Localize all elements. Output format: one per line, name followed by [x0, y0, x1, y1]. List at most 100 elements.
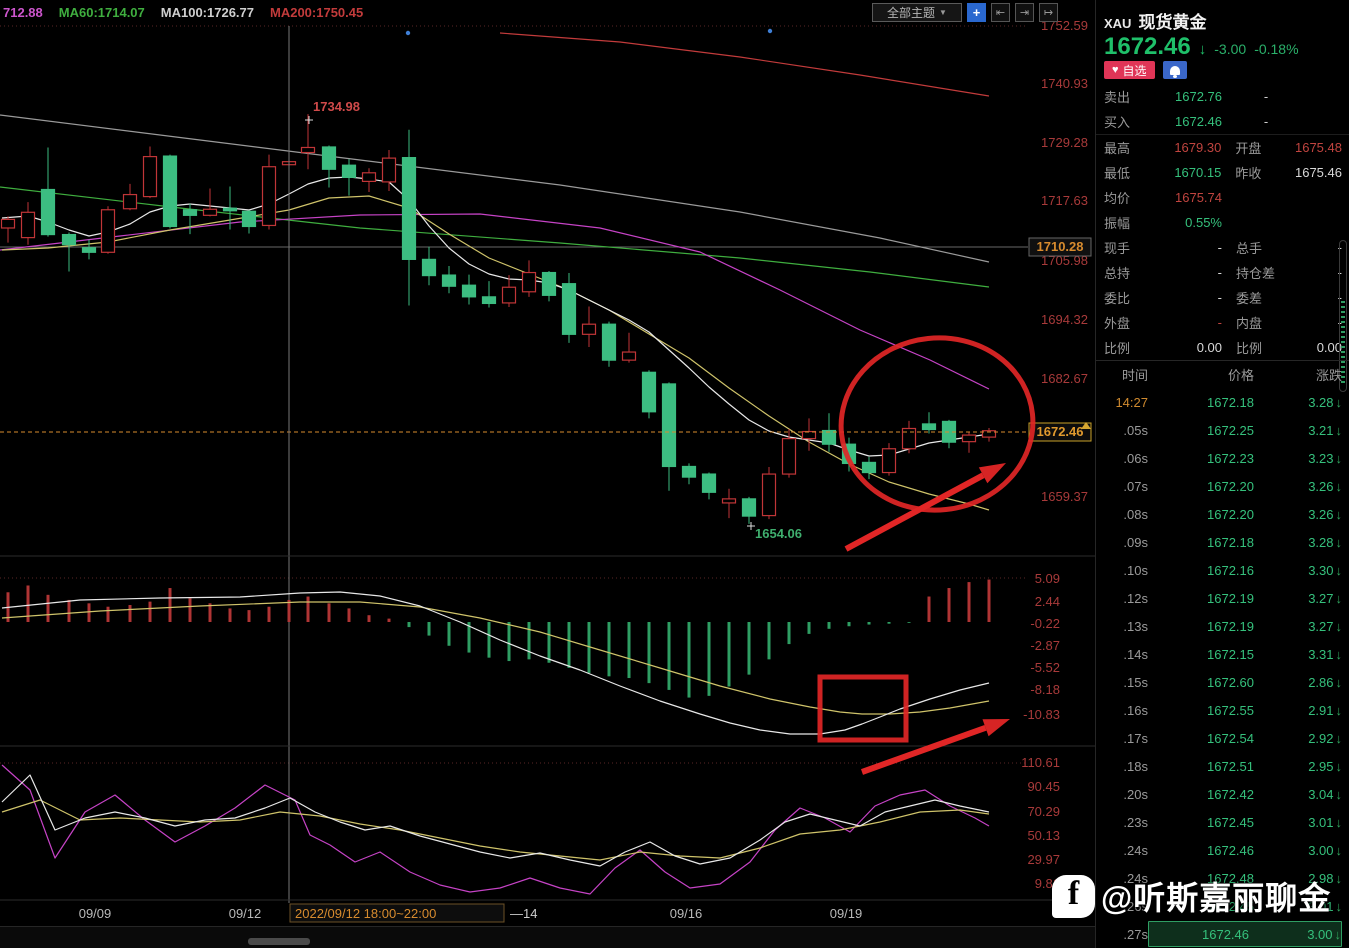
axis-right-icon[interactable]: ⇥ — [1015, 3, 1034, 22]
info-value-2: - — [1337, 265, 1342, 280]
macd-axis-label: -0.22 — [1030, 616, 1060, 631]
trade-row[interactable]: .09s 1672.18 3.28 ↓ — [1096, 528, 1349, 556]
candle[interactable] — [300, 146, 316, 154]
candle[interactable] — [881, 448, 897, 474]
candle[interactable] — [861, 461, 877, 474]
trade-row[interactable]: .17s 1672.54 2.92 ↓ — [1096, 724, 1349, 752]
trade-price: 1672.45 — [1207, 814, 1254, 830]
candle[interactable] — [40, 188, 56, 236]
ma-legend-item: MA200:1750.45 — [270, 4, 364, 20]
trade-row[interactable]: .20s 1672.42 3.04 ↓ — [1096, 780, 1349, 808]
candle[interactable] — [621, 351, 637, 361]
candle[interactable] — [901, 427, 917, 450]
annotation-arrow-head — [982, 719, 1010, 737]
candle[interactable] — [441, 274, 457, 287]
candle[interactable] — [481, 296, 497, 305]
candle[interactable] — [0, 218, 16, 229]
candle[interactable] — [541, 271, 557, 296]
candle[interactable] — [162, 155, 178, 228]
candle[interactable] — [421, 258, 437, 277]
trade-row[interactable]: .07s 1672.20 3.26 ↓ — [1096, 472, 1349, 500]
trade-row[interactable]: .24s 1672.46 3.00 ↓ — [1096, 836, 1349, 864]
trade-row[interactable]: .24s 1672.48 2.98 ↓ — [1096, 864, 1349, 892]
trade-row[interactable]: .06s 1672.23 3.23 ↓ — [1096, 444, 1349, 472]
trade-change: 3.26 ↓ — [1308, 478, 1343, 494]
candle[interactable] — [501, 286, 517, 304]
trade-row[interactable]: .10s 1672.16 3.30 ↓ — [1096, 556, 1349, 584]
horizontal-scrollbar[interactable] — [0, 926, 1095, 948]
candle[interactable] — [361, 172, 377, 183]
candle[interactable] — [821, 429, 837, 445]
trade-time: .12s — [1123, 590, 1148, 606]
candle[interactable] — [981, 430, 997, 438]
alert-button[interactable] — [1162, 61, 1187, 79]
trade-row[interactable]: .26s 1672.45 3.01 ↓ — [1096, 892, 1349, 920]
candle[interactable] — [61, 233, 77, 246]
candle[interactable] — [20, 211, 36, 239]
trade-row[interactable]: .12s 1672.19 3.27 ↓ — [1096, 584, 1349, 612]
trade-time: 14:27 — [1115, 394, 1148, 410]
macd-dif-line — [1, 591, 990, 735]
candle[interactable] — [761, 473, 777, 517]
trade-row[interactable]: .13s 1672.19 3.27 ↓ — [1096, 612, 1349, 640]
trade-row[interactable]: 14:27 1672.18 3.28 ↓ — [1096, 388, 1349, 416]
candle[interactable] — [721, 498, 737, 504]
candle[interactable] — [641, 371, 657, 413]
down-arrow-icon: ↓ — [1335, 478, 1343, 494]
candle[interactable] — [241, 210, 257, 228]
candle[interactable] — [741, 498, 757, 517]
trade-row[interactable]: .27s 1672.46 3.00 ↓ — [1096, 920, 1349, 948]
trade-row[interactable]: .05s 1672.25 3.21 ↓ — [1096, 416, 1349, 444]
symbol-code: XAU — [1104, 16, 1132, 31]
candle[interactable] — [681, 465, 697, 478]
candle[interactable] — [261, 166, 277, 227]
axis-left-icon[interactable]: ⇤ — [991, 3, 1010, 22]
candle[interactable] — [100, 209, 116, 253]
candle[interactable] — [202, 208, 218, 216]
candle[interactable] — [182, 209, 198, 216]
detach-axis-icon[interactable]: ↦ — [1039, 3, 1058, 22]
candle[interactable] — [661, 383, 677, 468]
trade-row[interactable]: .16s 1672.55 2.91 ↓ — [1096, 696, 1349, 724]
kdj-k-line — [1, 774, 990, 867]
trade-row[interactable]: .23s 1672.45 3.01 ↓ — [1096, 808, 1349, 836]
candle[interactable] — [801, 430, 817, 440]
candle[interactable] — [561, 283, 577, 335]
trade-row[interactable]: .15s 1672.60 2.86 ↓ — [1096, 668, 1349, 696]
candle[interactable] — [341, 164, 357, 178]
candle[interactable] — [701, 473, 717, 493]
trade-row[interactable]: .18s 1672.51 2.95 ↓ — [1096, 752, 1349, 780]
add-favorite-button[interactable]: ♥ 自选 — [1104, 61, 1155, 79]
down-arrow-icon: ↓ — [1335, 674, 1343, 690]
candle[interactable] — [81, 247, 97, 253]
candle[interactable] — [401, 157, 417, 260]
info-row: 总持 - 持仓差 - — [1096, 260, 1349, 285]
macd-hist-bar — [867, 622, 871, 625]
candle[interactable] — [321, 146, 337, 170]
high-price-label: 1734.98 — [313, 99, 360, 114]
trade-row[interactable]: .08s 1672.20 3.26 ↓ — [1096, 500, 1349, 528]
themes-dropdown[interactable]: 全部主题 ▼ — [872, 3, 962, 22]
trade-row[interactable]: .14s 1672.15 3.31 ↓ — [1096, 640, 1349, 668]
candlestick-chart-canvas[interactable]: 1734.981654.061752.591740.931729.281717.… — [0, 0, 1095, 948]
trade-price: 1672.46 — [1207, 842, 1254, 858]
move-icon[interactable]: + — [967, 3, 986, 22]
candle[interactable] — [961, 434, 977, 443]
candle[interactable] — [921, 423, 937, 431]
candle[interactable] — [222, 207, 238, 212]
candle[interactable] — [581, 323, 597, 335]
quote-actions: ♥ 自选 — [1104, 61, 1187, 79]
annotation-circle — [838, 335, 1036, 513]
candle[interactable] — [601, 323, 617, 361]
latest-trade-highlight: 1672.46 3.00 ↓ — [1148, 921, 1342, 947]
candle[interactable] — [142, 155, 158, 198]
candle[interactable] — [381, 157, 397, 183]
candle[interactable] — [461, 284, 477, 298]
trades-header: 时间 价格 涨跌 — [1096, 361, 1349, 388]
candle[interactable] — [122, 193, 138, 210]
candle[interactable] — [521, 271, 537, 293]
candle[interactable] — [781, 438, 797, 475]
scrollbar-thumb[interactable] — [248, 938, 310, 945]
vertical-scroll-indicator[interactable] — [1339, 240, 1347, 392]
